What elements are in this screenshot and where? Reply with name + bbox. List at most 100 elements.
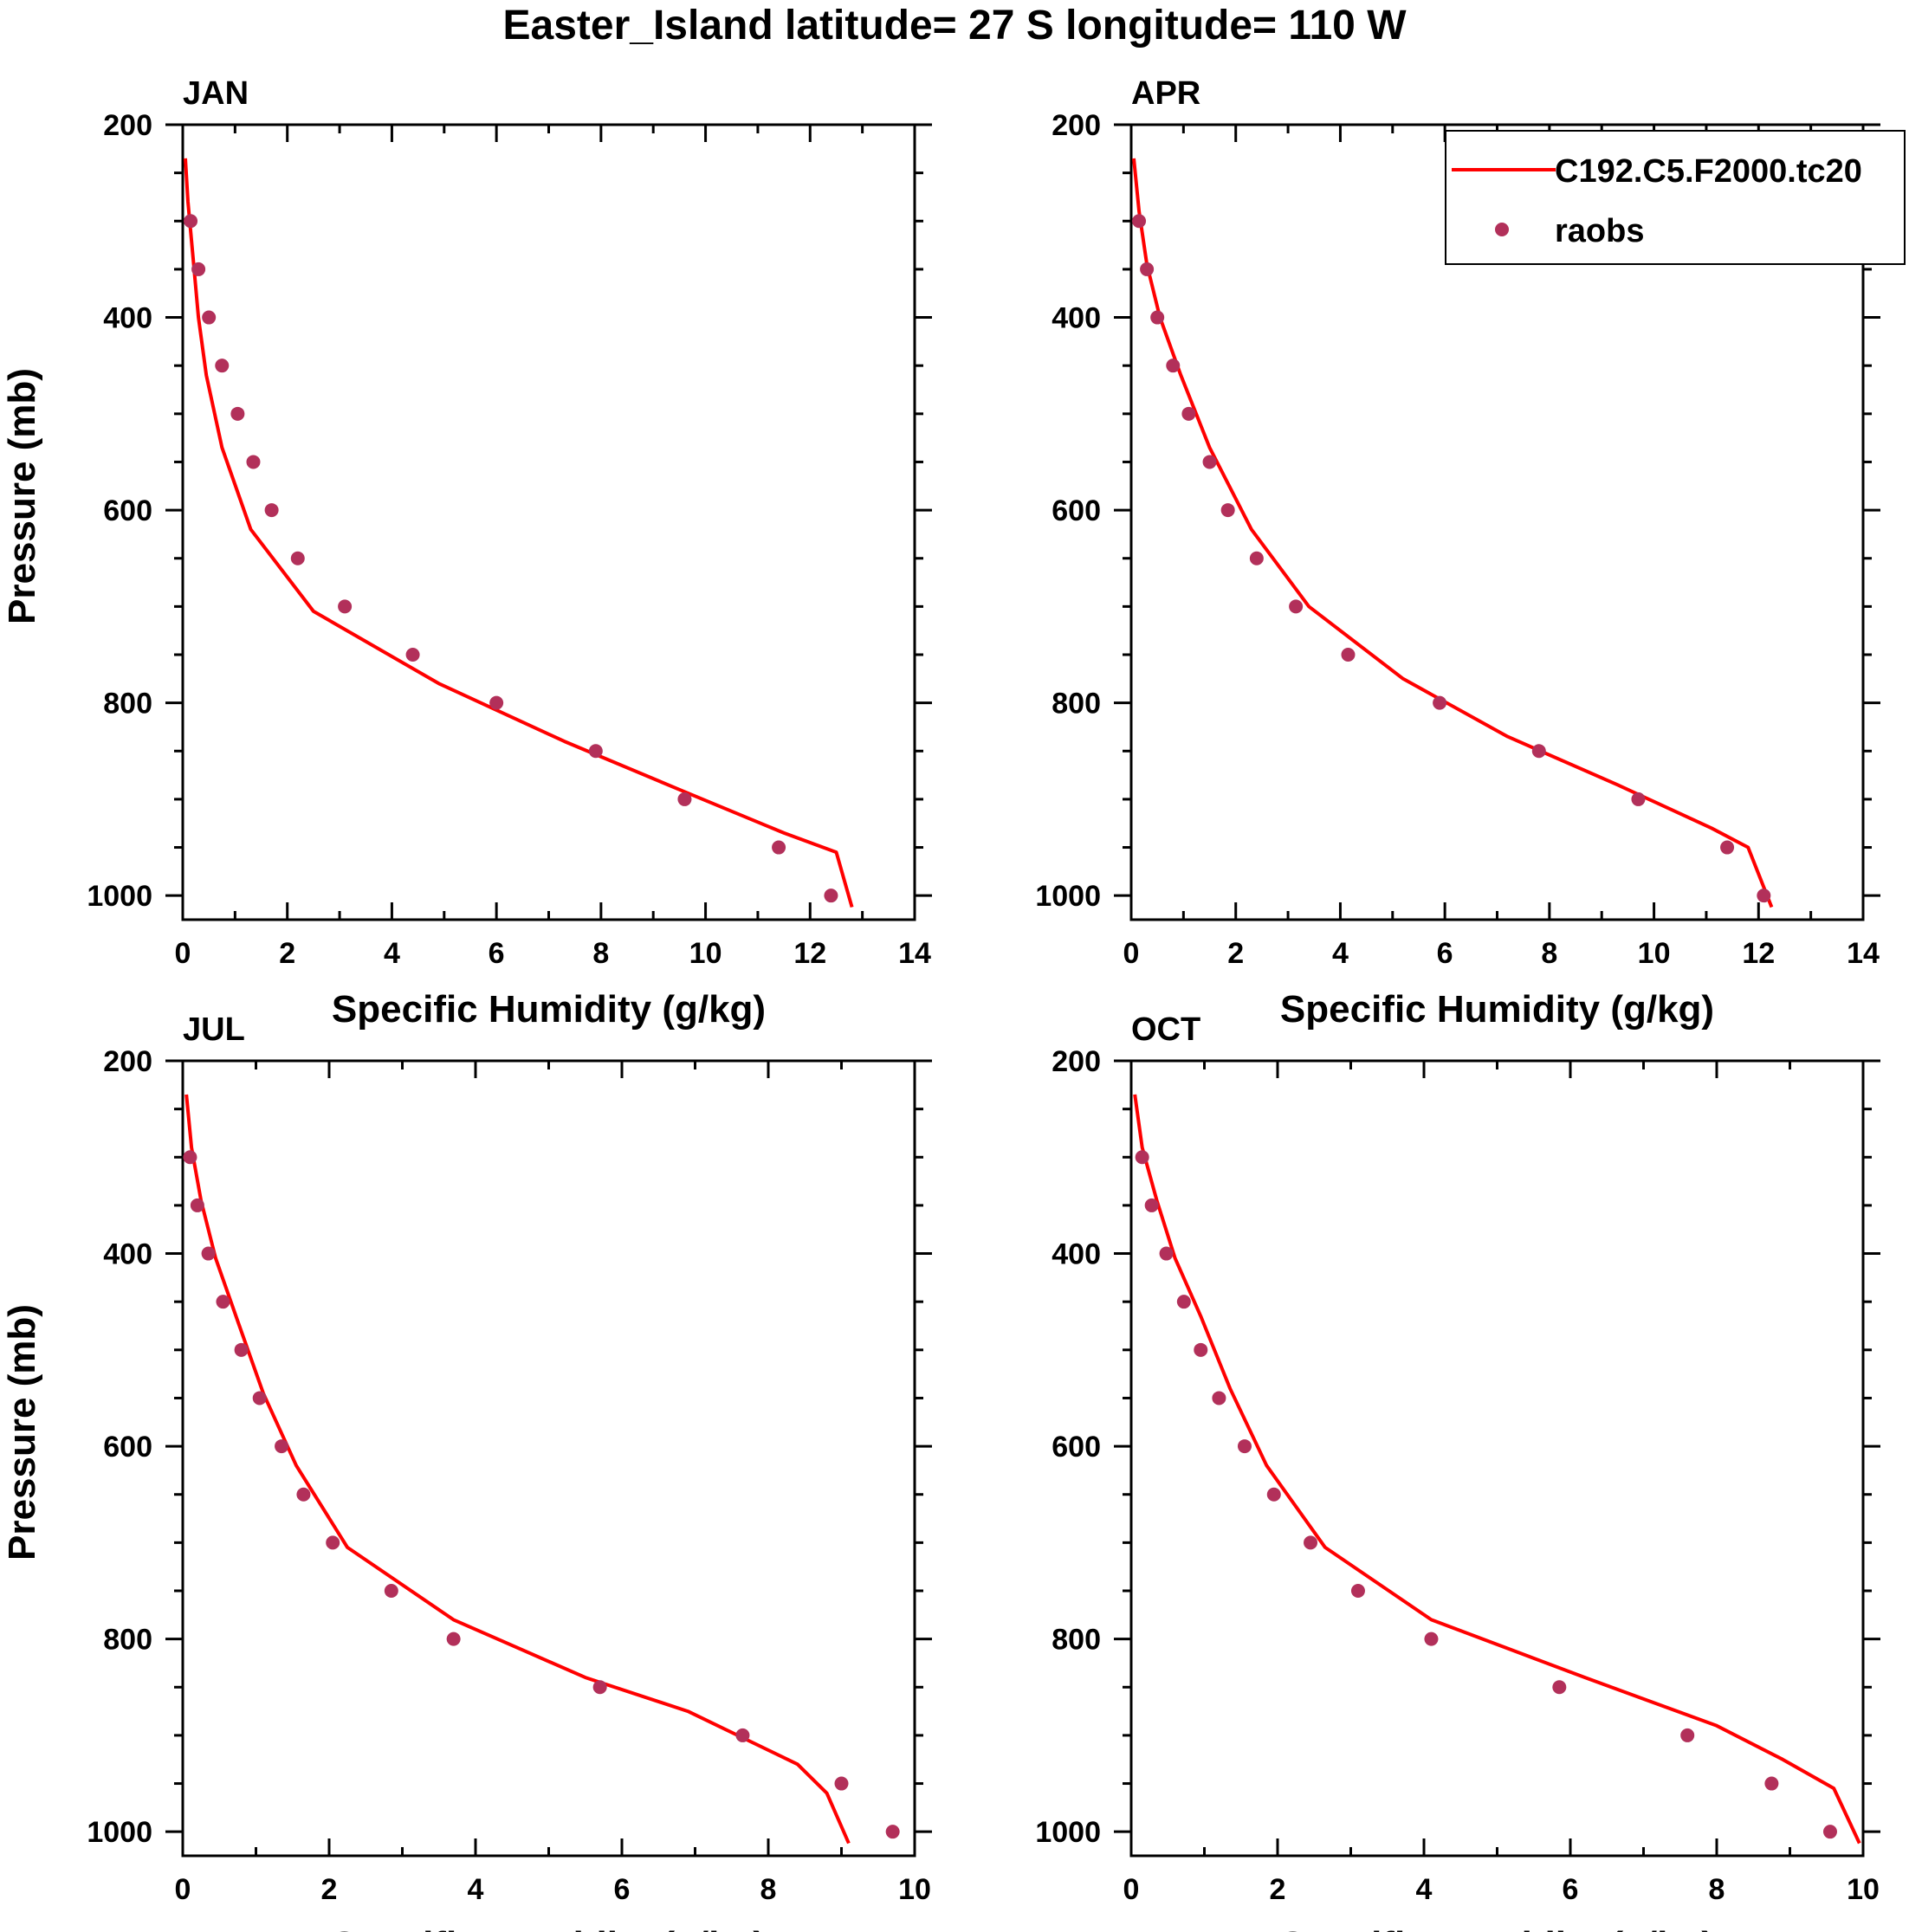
raobs-point — [1341, 648, 1356, 662]
raobs-point — [1212, 1391, 1226, 1405]
y-tick-label: 200 — [1052, 1045, 1101, 1078]
x-tick-label: 0 — [175, 1873, 191, 1906]
raobs-point — [326, 1535, 340, 1550]
raobs-point — [264, 503, 279, 518]
raobs-point — [201, 1246, 216, 1261]
y-tick-label: 400 — [103, 1238, 152, 1271]
panel-jul: 0 2 4 6 8 10 200 400 600 800 1000 JUL Specific Humid… — [1, 1011, 932, 1932]
y-tick-label: 200 — [103, 109, 152, 142]
legend-box — [1445, 130, 1906, 265]
x-tick-label: 4 — [468, 1873, 484, 1906]
raobs-point — [1132, 214, 1147, 229]
raobs-point — [275, 1439, 289, 1454]
x-tick-label: 6 — [489, 937, 505, 970]
y-tick-label: 800 — [1052, 1624, 1101, 1657]
raobs-point — [384, 1584, 398, 1598]
raobs-point — [1531, 744, 1546, 759]
raobs-point — [588, 744, 603, 759]
model-profile-line — [1132, 158, 1774, 908]
raobs-point — [1757, 888, 1771, 903]
raobs-point — [405, 648, 420, 662]
raobs-point — [216, 1295, 230, 1309]
raobs-point — [230, 406, 245, 421]
raobs-point — [1202, 455, 1217, 469]
x-tick-label: 0 — [1123, 937, 1140, 970]
raobs-point — [1166, 359, 1181, 373]
x-tick-label: 12 — [793, 937, 826, 970]
x-tick-label: 2 — [1270, 1873, 1286, 1906]
figure-title: Easter_Island latitude= 27 S longitude= … — [502, 3, 1407, 48]
plot-frame — [1129, 1059, 1865, 1858]
x-tick-label: 4 — [384, 937, 400, 970]
raobs-point — [1631, 792, 1646, 806]
raobs-point — [885, 1825, 900, 1839]
raobs-point — [1237, 1439, 1252, 1454]
y-tick-label: 1000 — [1035, 1816, 1101, 1849]
x-tick-label: 12 — [1742, 937, 1775, 970]
raobs-point — [202, 310, 217, 325]
y-tick-label: 400 — [103, 302, 152, 335]
panel-oct: 0 2 4 6 8 10 200 400 600 800 1000 OCT Specific Humid… — [1035, 1011, 1880, 1932]
x-tick-label: 6 — [614, 1873, 631, 1906]
x-axis-label: Specific Humidity (g/kg) — [332, 1924, 766, 1932]
x-tick-label: 8 — [760, 1873, 777, 1906]
raobs-point — [191, 262, 206, 276]
panel-title: APR — [1131, 75, 1200, 112]
x-tick-label: 0 — [1123, 1873, 1140, 1906]
x-tick-label: 10 — [689, 937, 722, 970]
model-profile-line — [184, 158, 854, 908]
raobs-point — [1249, 551, 1264, 565]
raobs-point — [1150, 310, 1165, 325]
plot-frame — [181, 123, 916, 921]
raobs-point — [1159, 1246, 1174, 1261]
x-tick-label: 10 — [898, 1873, 931, 1906]
raobs-point — [184, 214, 198, 229]
raobs-point — [1822, 1825, 1837, 1839]
raobs-point — [1680, 1728, 1695, 1742]
raobs-point — [296, 1487, 311, 1502]
y-tick-label: 800 — [103, 688, 152, 720]
raobs-point — [252, 1391, 267, 1405]
raobs-point — [246, 455, 261, 469]
x-axis-label: Specific Humidity (g/kg) — [332, 988, 766, 1031]
x-tick-label: 2 — [1227, 937, 1244, 970]
x-tick-label: 10 — [1638, 937, 1671, 970]
y-tick-label: 400 — [1052, 302, 1101, 335]
x-tick-label: 4 — [1332, 937, 1349, 970]
y-tick-label: 800 — [1052, 688, 1101, 720]
raobs-point — [824, 888, 838, 903]
y-tick-label: 600 — [1052, 1431, 1101, 1464]
panel-title: JAN — [183, 75, 249, 112]
raobs-point — [1176, 1295, 1191, 1309]
y-axis-label: Pressure (mb) — [1, 1304, 43, 1560]
raobs-point — [1764, 1776, 1779, 1791]
x-axis-label: Specific Humidity (g/kg) — [1280, 1924, 1714, 1932]
y-tick-label: 800 — [103, 1624, 152, 1657]
raobs-point — [215, 359, 230, 373]
legend-obs-marker — [1495, 223, 1509, 236]
legend: C192.C5.F2000.tc20 raobs — [1445, 130, 1906, 265]
raobs-point — [1194, 1342, 1208, 1357]
raobs-point — [338, 599, 353, 614]
raobs-point — [1552, 1680, 1567, 1695]
x-tick-label: 14 — [1847, 937, 1880, 970]
raobs-point — [489, 695, 504, 710]
legend-obs-label: raobs — [1555, 213, 1644, 249]
x-tick-label: 14 — [898, 937, 931, 970]
raobs-point — [1289, 599, 1304, 614]
raobs-point — [1304, 1535, 1318, 1550]
raobs-point — [183, 1150, 197, 1165]
raobs-point — [234, 1342, 249, 1357]
panel-title: JUL — [183, 1011, 245, 1048]
raobs-point — [677, 792, 692, 806]
model-profile-line — [184, 1094, 851, 1845]
raobs-point — [592, 1680, 607, 1695]
raobs-point — [1350, 1584, 1365, 1598]
raobs-point — [1720, 840, 1735, 855]
raobs-point — [772, 840, 786, 855]
x-tick-label: 6 — [1563, 1873, 1579, 1906]
x-tick-label: 8 — [1709, 1873, 1725, 1906]
y-axis-label: Pressure (mb) — [1, 368, 43, 624]
y-tick-label: 600 — [103, 1431, 152, 1464]
